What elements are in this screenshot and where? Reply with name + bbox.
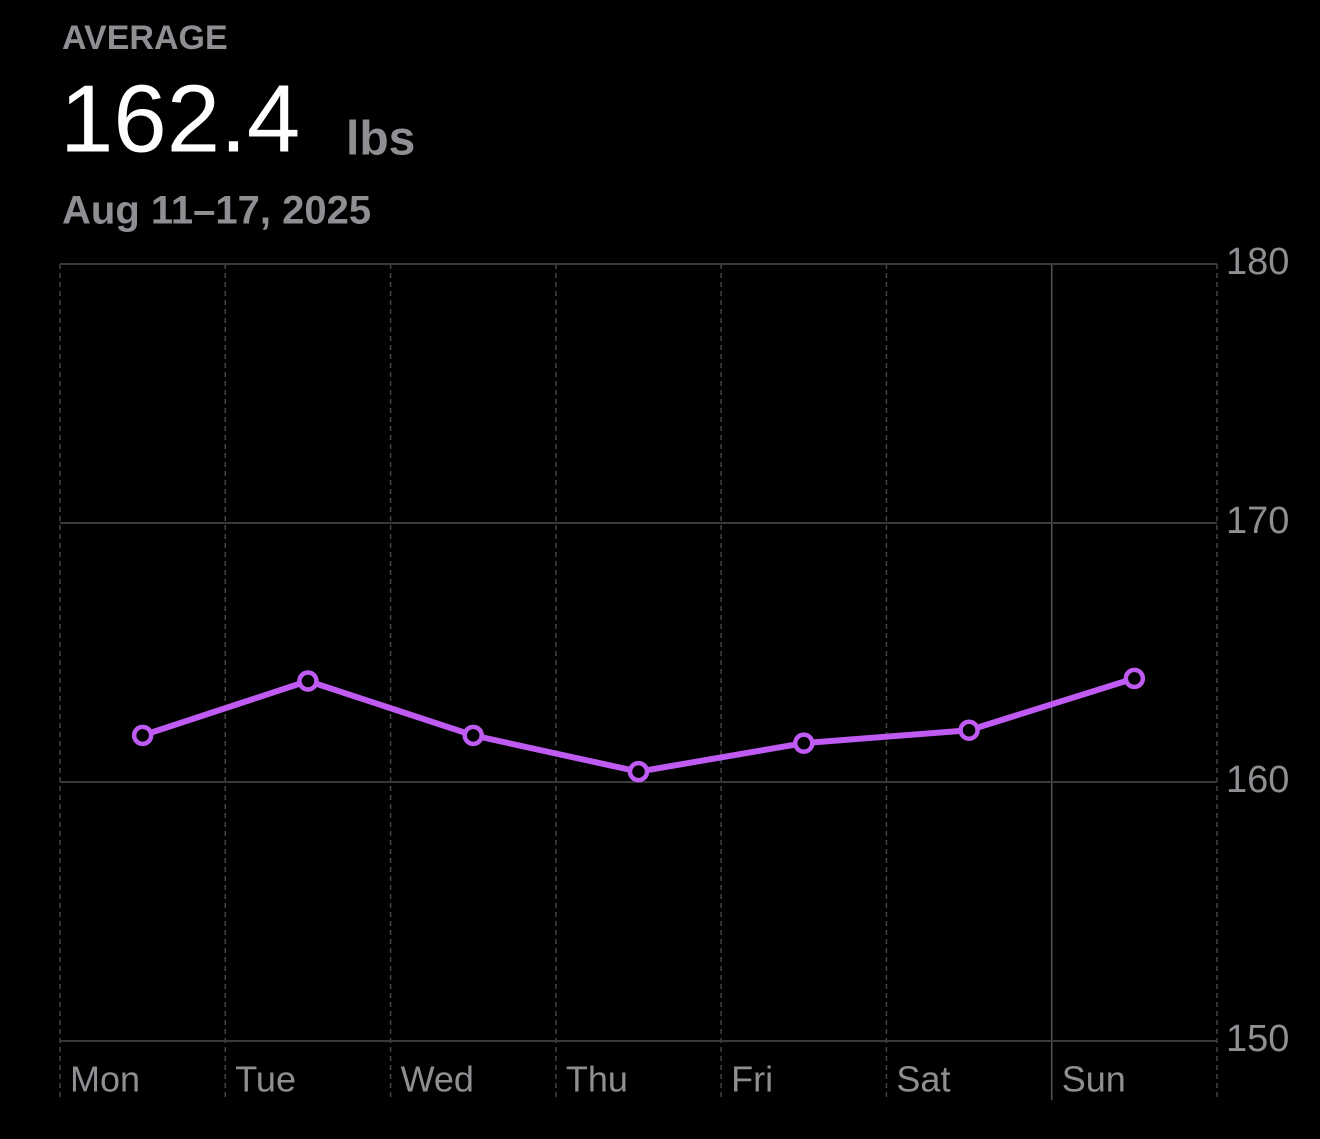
x-tick-label: Sun	[1062, 1059, 1126, 1100]
x-tick-label: Wed	[401, 1059, 474, 1100]
date-range: Aug 11–17, 2025	[62, 189, 371, 233]
y-tick-label: 160	[1226, 759, 1289, 801]
data-point	[131, 724, 154, 747]
y-tick-label: 170	[1226, 500, 1289, 542]
summary-unit: lbs	[346, 113, 415, 166]
summary-value: 162.4	[60, 65, 300, 172]
data-point	[958, 719, 980, 741]
data-point	[627, 760, 650, 783]
y-tick-label: 180	[1226, 241, 1289, 283]
x-tick-label: Thu	[566, 1059, 628, 1100]
data-point	[462, 724, 484, 747]
x-tick-label: Fri	[731, 1059, 773, 1100]
summary-label: AVERAGE	[62, 19, 228, 57]
data-line	[141, 675, 1136, 775]
x-tick-label: Sat	[896, 1059, 950, 1100]
data-point	[1123, 667, 1146, 690]
data-point	[793, 732, 815, 754]
x-tick-label: Mon	[70, 1059, 140, 1100]
data-point	[297, 670, 319, 692]
y-tick-label: 150	[1226, 1018, 1289, 1060]
x-tick-label: Tue	[235, 1059, 296, 1100]
